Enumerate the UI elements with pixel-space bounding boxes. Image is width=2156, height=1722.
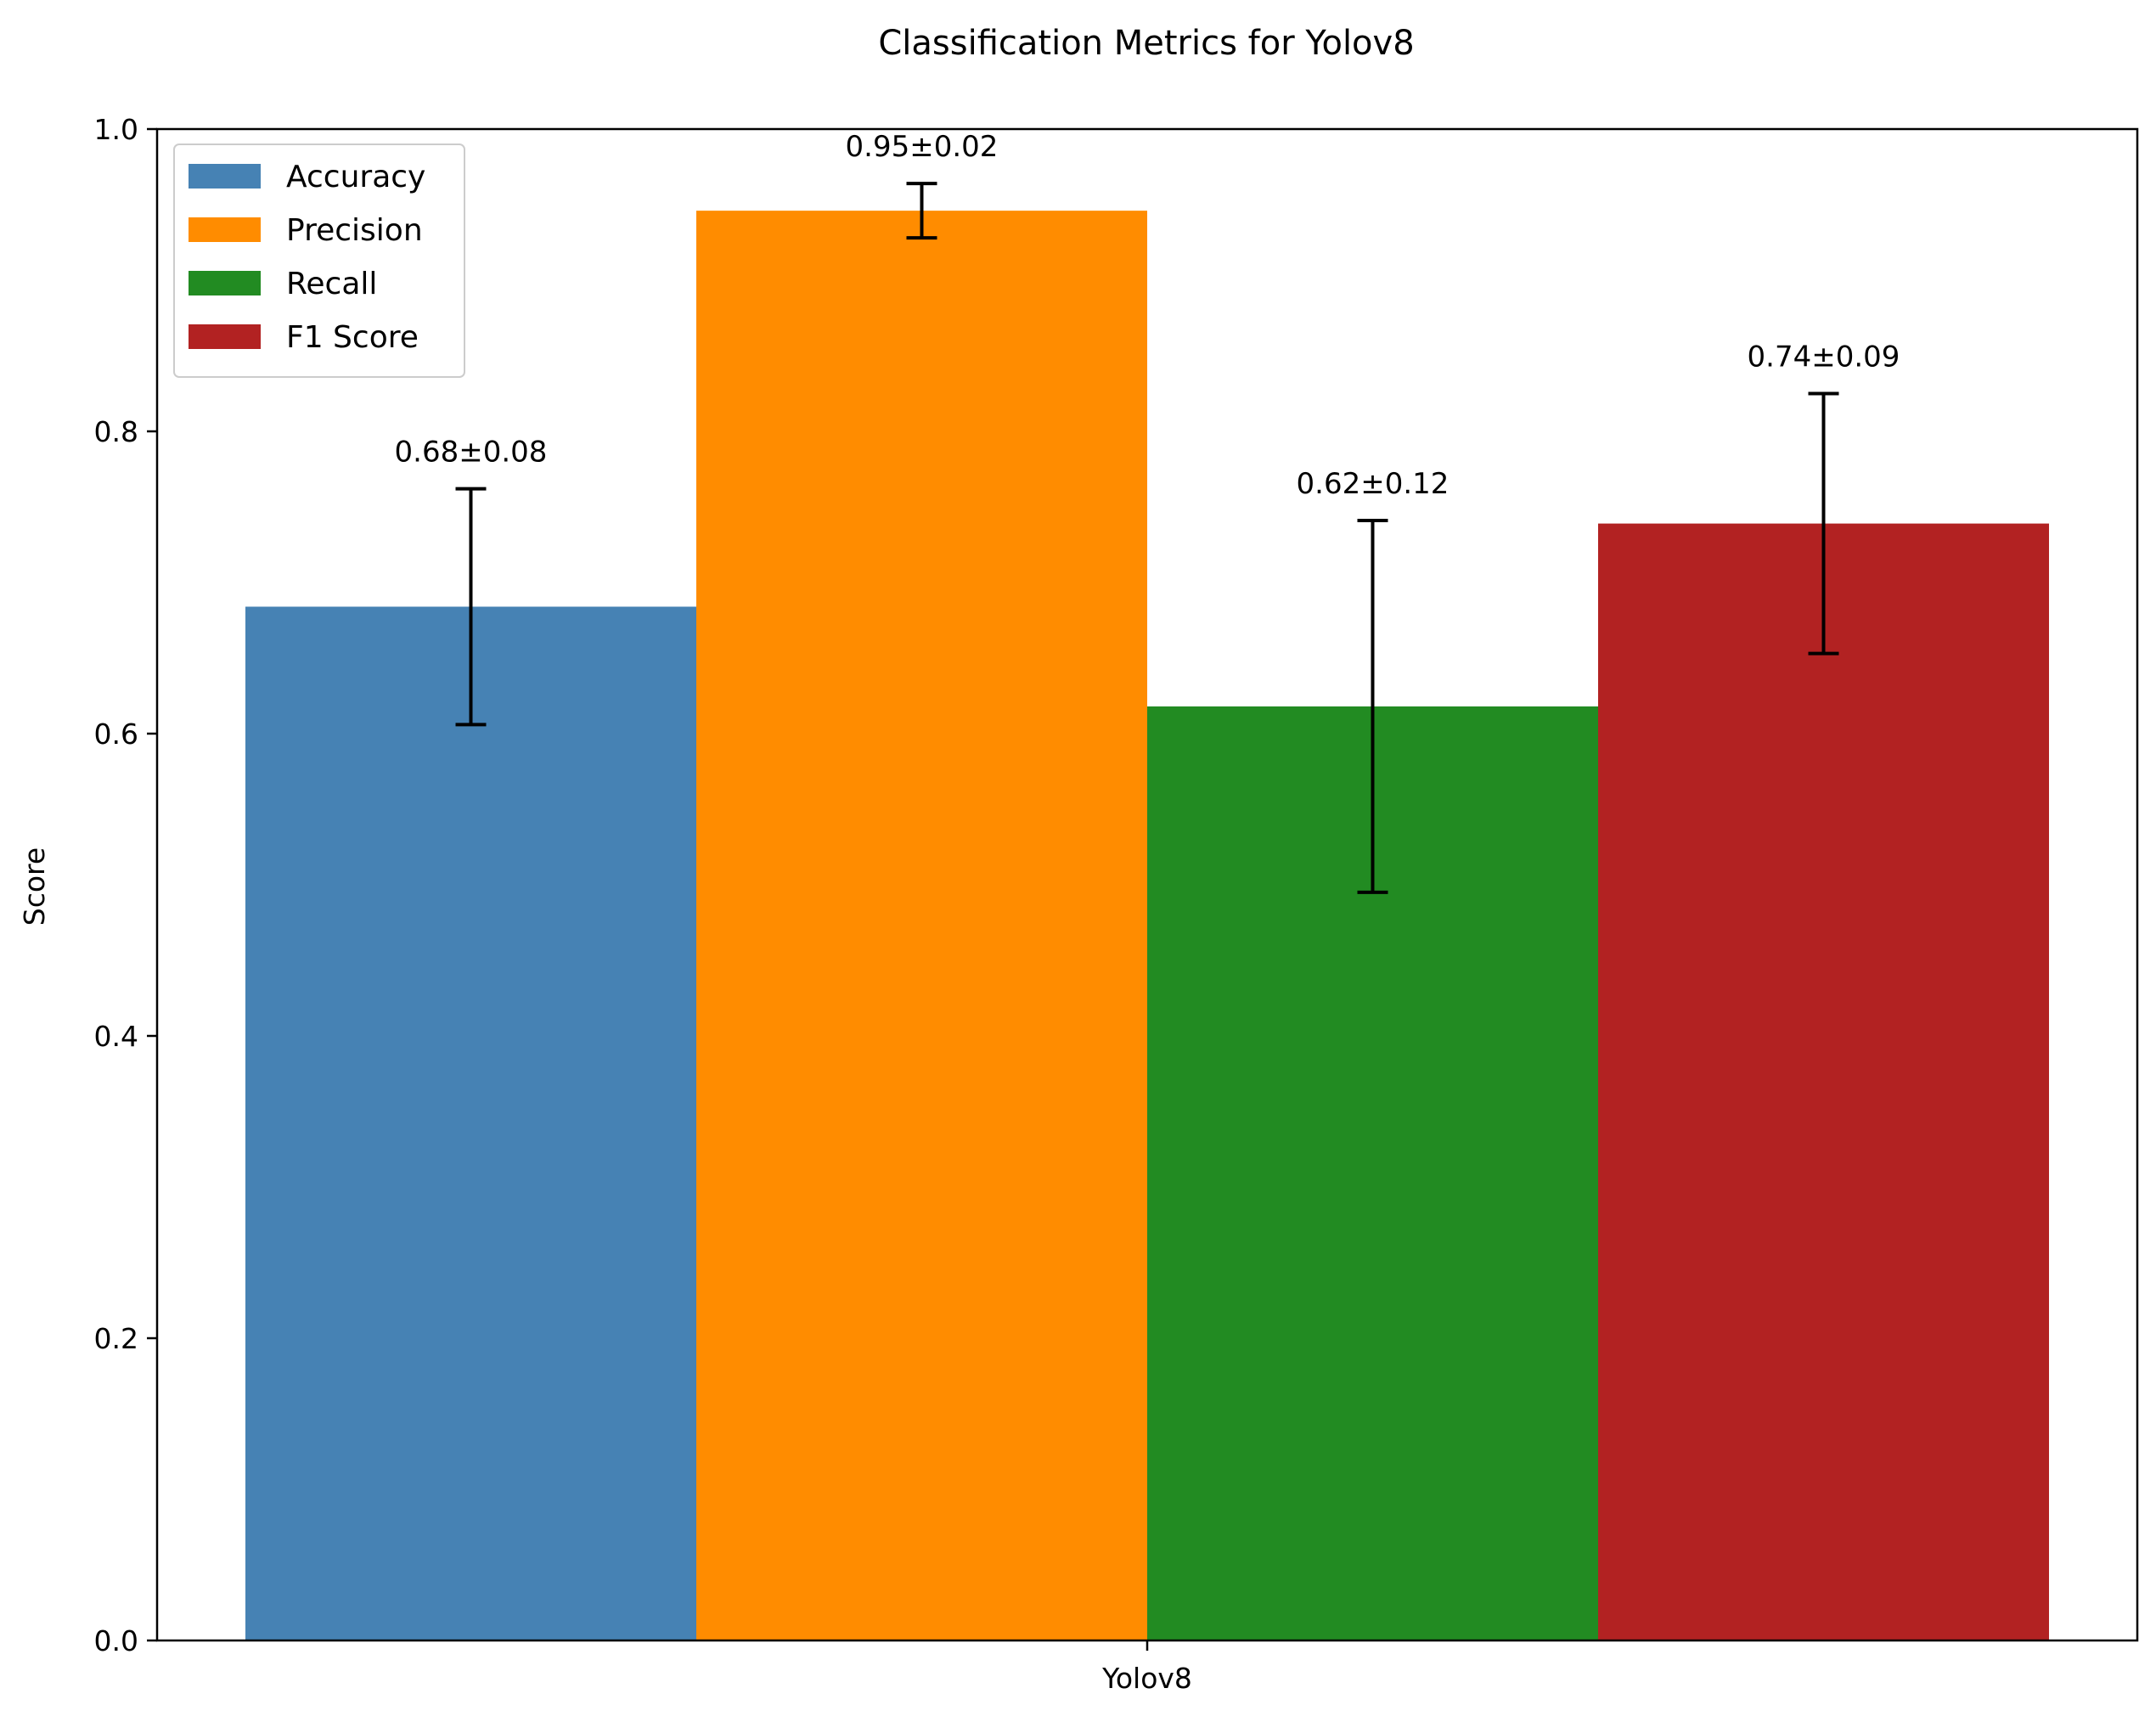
bar-precision — [696, 211, 1147, 1640]
legend: Accuracy Precision Recall F1 Score — [173, 144, 465, 378]
y-tick-label: 0.4 — [94, 1020, 138, 1053]
legend-swatch — [189, 271, 261, 295]
y-tick-label: 0.0 — [94, 1624, 138, 1657]
data-labels-layer: 0.68±0.08 0.95±0.02 0.62±0.12 0.74±0.09 — [395, 130, 1900, 501]
legend-entry: Accuracy — [286, 160, 425, 194]
chart-title: Classification Metrics for Yolov8 — [878, 24, 1414, 63]
data-label: 0.74±0.09 — [1748, 340, 1900, 374]
error-bars-layer — [455, 182, 1839, 894]
legend-entry: F1 Score — [286, 320, 419, 355]
y-axis: 0.0 0.2 0.4 0.6 0.8 1.0 — [94, 113, 157, 1657]
legend-box — [173, 144, 465, 378]
x-tick-label: Yolov8 — [1101, 1662, 1192, 1695]
data-label: 0.95±0.02 — [846, 130, 999, 164]
data-label: 0.62±0.12 — [1297, 467, 1450, 501]
y-tick-label: 0.2 — [94, 1322, 138, 1355]
data-label: 0.68±0.08 — [395, 436, 548, 470]
bar-f1-score — [1598, 523, 2049, 1640]
y-tick-label: 0.8 — [94, 415, 138, 448]
y-axis-label: Score — [18, 847, 51, 926]
legend-swatch — [189, 164, 261, 189]
legend-entry: Recall — [286, 267, 377, 301]
legend-swatch — [189, 324, 261, 349]
bar-accuracy — [245, 606, 696, 1640]
y-tick-label: 0.6 — [94, 718, 138, 751]
legend-swatch — [189, 217, 261, 242]
y-tick-label: 1.0 — [94, 113, 138, 146]
x-axis: Yolov8 — [1101, 1640, 1192, 1695]
legend-entry: Precision — [286, 213, 423, 248]
